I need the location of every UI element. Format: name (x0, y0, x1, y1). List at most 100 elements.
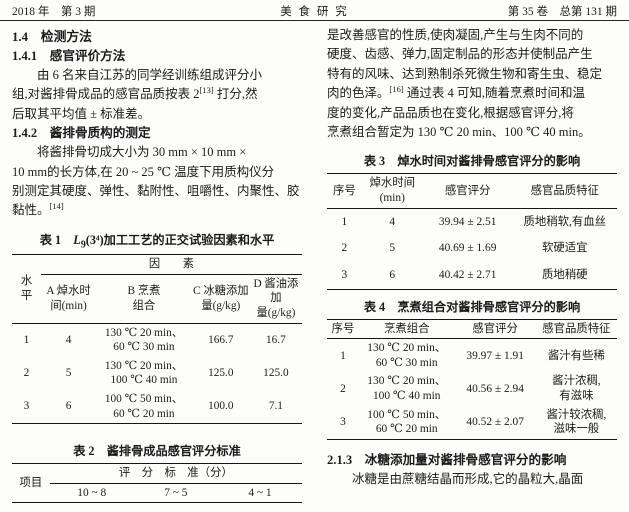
table4-cell-combo: 130 ℃ 20 min、 100 ℃ 40 min (367, 375, 447, 402)
table4-title: 表 4 烹煮组合对酱排骨感官评分的影响 (363, 299, 581, 314)
paragraph-line: 度的变化,产品品质也在变化,根据感官评分,将 (327, 105, 574, 120)
paragraph-line: 烹煮组合暂定为 130 ℃ 20 min、100 ℃ 40 min。 (327, 125, 591, 140)
paragraph-line: 组,对酱排骨成品的感官品质按表 2[13] 打分,然 (12, 85, 302, 104)
table4-cell-score: 40.52 ± 2.07 (466, 415, 524, 428)
table2-score-group-header: 评 分 标 准（分） (49, 463, 302, 484)
paragraph-line: 是改善感官的性质,使肉凝固,产生与生肉不同的 (327, 28, 584, 42)
left-column: 1.4 检测方法 1.4.1 感官评价方法 由 6 名来自江苏的同学经训练组成评… (12, 26, 302, 504)
table3-cell-no: 3 (341, 269, 348, 282)
table1-header-cooking: B 烹煮 组合 (96, 274, 192, 324)
table4-cell-quality: 酱汁浓稠, 有滋味 (552, 375, 601, 402)
table1-header-blanching: A 焯水时 间(min) (41, 274, 97, 324)
table3-cell-time: 4 (389, 215, 396, 228)
table3-cell-quality: 质地稍软,有血丝 (523, 215, 607, 228)
table1-cell-level: 3 (23, 400, 30, 413)
table2-range-high: 10 ~ 8 (77, 486, 107, 499)
paragraph-texture-measurement: 将酱排骨切成大小为 30 mm × 10 mm × 10 mm的长方体,在 20… (12, 143, 302, 221)
table1-cell-c: 125.0 (208, 367, 234, 380)
paragraph-cooking-discussion: 是改善感官的性质,使肉凝固,产生与生肉不同的 硬度、齿感、弹力,固定制品的形态并… (327, 26, 617, 142)
table1-cell-d: 16.7 (266, 333, 286, 346)
paragraph-line: 硬度、齿感、弹力,固定制品的形态并使制品产生 (327, 47, 593, 62)
table1-title: 表 1 L9(3⁴)加工工艺的正交试验因素和水平 (12, 230, 302, 250)
table2-scoring-standard: 项目 评 分 标 准（分） 10 ~ 8 7 ~ 5 4 ~ 1 (12, 463, 302, 504)
table2-range-low: 4 ~ 1 (248, 486, 272, 499)
table4-header-quality: 感官品质特征 (535, 319, 617, 340)
table1-header-sugar: C 冰糖添加 量(g/kg) (191, 274, 250, 324)
section-heading-2-1-3: 2.1.3 冰糖添加量对酱排骨感官评分的影响 (327, 452, 567, 467)
table1-orthogonal-factors: 水 平 因 素 A 焯水时 间(min) B 烹煮 组合 C 冰糖添加 量(g/… (12, 254, 302, 425)
table-row: 2 5 130 ℃ 20 min、 100 ℃ 40 min 125.0 125… (12, 357, 302, 390)
table1-factor-group-header: 因 素 (41, 254, 302, 275)
table2-title: 表 2 酱排骨成品感官评分标准 (73, 444, 241, 459)
table1-cell-d: 7.1 (268, 400, 283, 413)
table1-cell-a: 6 (65, 400, 72, 413)
paragraph-line: 冰糖是由蔗糖结晶而形成,它的晶粒大,晶面 (352, 471, 584, 486)
journal-header: 2018 年 第 3 期 美 食 研 究 第 35 卷 总第 131 期 (0, 0, 629, 21)
section-heading-1-4-2: 1.4.2 酱排骨质构的测定 (12, 126, 151, 141)
table1-cell-a: 4 (65, 333, 72, 346)
table3-cell-quality: 软硬适宜 (542, 242, 588, 255)
table3-cell-score: 39.94 ± 2.51 (438, 215, 497, 228)
table-row: 3 100 ℃ 50 min、 60 ℃ 20 min 40.52 ± 2.07… (327, 406, 617, 440)
table4-header-score: 感官评分 (454, 319, 536, 340)
paragraph-line: 特有的风味、达到熟制杀死微生物和寄生虫、稳定 (327, 66, 603, 81)
table4-cell-score: 39.97 ± 1.91 (466, 349, 524, 362)
table3-cell-score: 40.42 ± 2.71 (438, 269, 497, 282)
table3-cell-time: 6 (389, 269, 396, 282)
table4-cooking-effect: 序号 烹煮组合 感官评分 感官品质特征 1 130 ℃ 20 min、 60 ℃… (327, 318, 617, 440)
table1-title-subscript: 9 (80, 239, 86, 251)
paragraph-text: 通过表 4 可知,随着烹煮时间和温 (403, 86, 585, 101)
table4-cell-no: 2 (340, 382, 346, 395)
table3-header-quality: 感官品质特征 (512, 173, 617, 209)
table1-cell-d: 125.0 (263, 367, 289, 380)
paragraph-line: 别测定其硬度、弹性、黏附性、咀嚼性、内聚性、胶 (12, 184, 300, 199)
paragraph-text: 打分,然 (213, 87, 258, 102)
table3-title: 表 3 焯水时间对酱排骨感官评分的影响 (363, 154, 581, 169)
table3-cell-score: 40.69 ± 1.69 (438, 242, 497, 255)
journal-issue-left: 2018 年 第 3 期 (12, 6, 96, 18)
journal-title: 美 食 研 究 (280, 6, 349, 18)
citation-ref-14: [14] (49, 201, 64, 212)
table4-cell-no: 1 (340, 349, 346, 362)
table1-title-prefix: 表 1 (39, 232, 74, 247)
table3-cell-time: 5 (389, 242, 396, 255)
table2-range-mid: 7 ~ 5 (164, 486, 188, 499)
table1-cell-b: 100 ℃ 50 min、 60 ℃ 20 min (104, 393, 184, 420)
citation-ref-16: [16] (389, 84, 404, 95)
table1-title-variable: L (73, 232, 81, 247)
table4-cell-no: 3 (340, 415, 346, 428)
paragraph-line: 黏性。[14] (12, 201, 302, 220)
table1-cell-level: 1 (23, 333, 30, 346)
table2-corner-item: 项目 (19, 477, 43, 490)
table3-cell-no: 2 (341, 242, 348, 255)
table-row: 3 6 100 ℃ 50 min、 60 ℃ 20 min 100.0 7.1 (12, 390, 302, 424)
paragraph-line: 10 mm的长方体,在 20 ~ 25 ℃ 温度下用质构仪分 (12, 164, 275, 179)
table-row: 3 6 40.42 ± 2.71 质地稍硬 (327, 262, 617, 289)
table-row: 2 5 40.69 ± 1.69 软硬适宜 (327, 235, 617, 262)
table1-cell-b: 130 ℃ 20 min、 100 ℃ 40 min (104, 359, 184, 387)
paragraph-sensory-evaluation: 由 6 名来自江苏的同学经训练组成评分小 组,对酱排骨成品的感官品质按表 2[1… (12, 66, 302, 124)
table1-cell-a: 5 (65, 367, 72, 380)
table4-cell-combo: 100 ℃ 50 min、 60 ℃ 20 min (367, 408, 447, 436)
paragraph-text: 肉的色泽。 (327, 86, 390, 101)
table1-header-soy: D 酱油添加 量(g/kg) (249, 274, 302, 324)
table3-header-score: 感官评分 (422, 173, 513, 209)
table1-cell-b: 130 ℃ 20 min、 60 ℃ 30 min (104, 326, 184, 354)
paragraph-line: 由 6 名来自江苏的同学经训练组成评分小 (37, 68, 263, 82)
table3-cell-quality: 质地稍硬 (542, 269, 588, 282)
journal-issue-right: 第 35 卷 总第 131 期 (507, 6, 618, 18)
table3-cell-no: 1 (341, 215, 348, 228)
table3-header-time: 焯水时间 (min) (361, 173, 423, 209)
table3-blanching-effect: 序号 焯水时间 (min) 感官评分 感官品质特征 1 4 39.94 ± 2.… (327, 173, 617, 290)
table1-corner-level: 水 平 (12, 254, 41, 324)
table4-cell-quality: 酱汁有些稀 (547, 349, 605, 362)
paragraph-text: 黏性。 (12, 203, 50, 218)
two-column-body: 1.4 检测方法 1.4.1 感官评价方法 由 6 名来自江苏的同学经训练组成评… (0, 21, 629, 504)
table4-cell-score: 40.56 ± 2.94 (466, 382, 524, 395)
table-row: 1 4 39.94 ± 2.51 质地稍软,有血丝 (327, 208, 617, 235)
table3-header-no: 序号 (327, 173, 362, 209)
table-row: 1 130 ℃ 20 min、 60 ℃ 30 min 39.97 ± 1.91… (327, 339, 617, 373)
table4-header-no: 序号 (327, 319, 359, 340)
table4-cell-combo: 130 ℃ 20 min、 60 ℃ 30 min (367, 342, 447, 369)
